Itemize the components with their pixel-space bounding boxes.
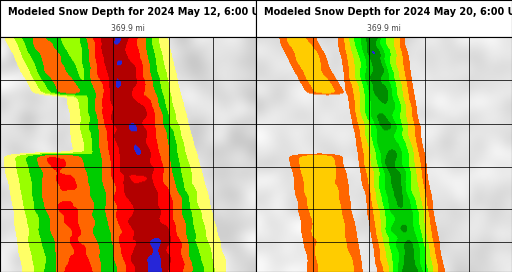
Text: Modeled Snow Depth for 2024 May 20, 6:00 UTC: Modeled Snow Depth for 2024 May 20, 6:00… [264, 7, 512, 17]
Text: 369.9 mi: 369.9 mi [367, 24, 401, 33]
Text: Modeled Snow Depth for 2024 May 12, 6:00 UTC: Modeled Snow Depth for 2024 May 12, 6:00… [8, 7, 273, 17]
Text: 369.9 mi: 369.9 mi [111, 24, 145, 33]
